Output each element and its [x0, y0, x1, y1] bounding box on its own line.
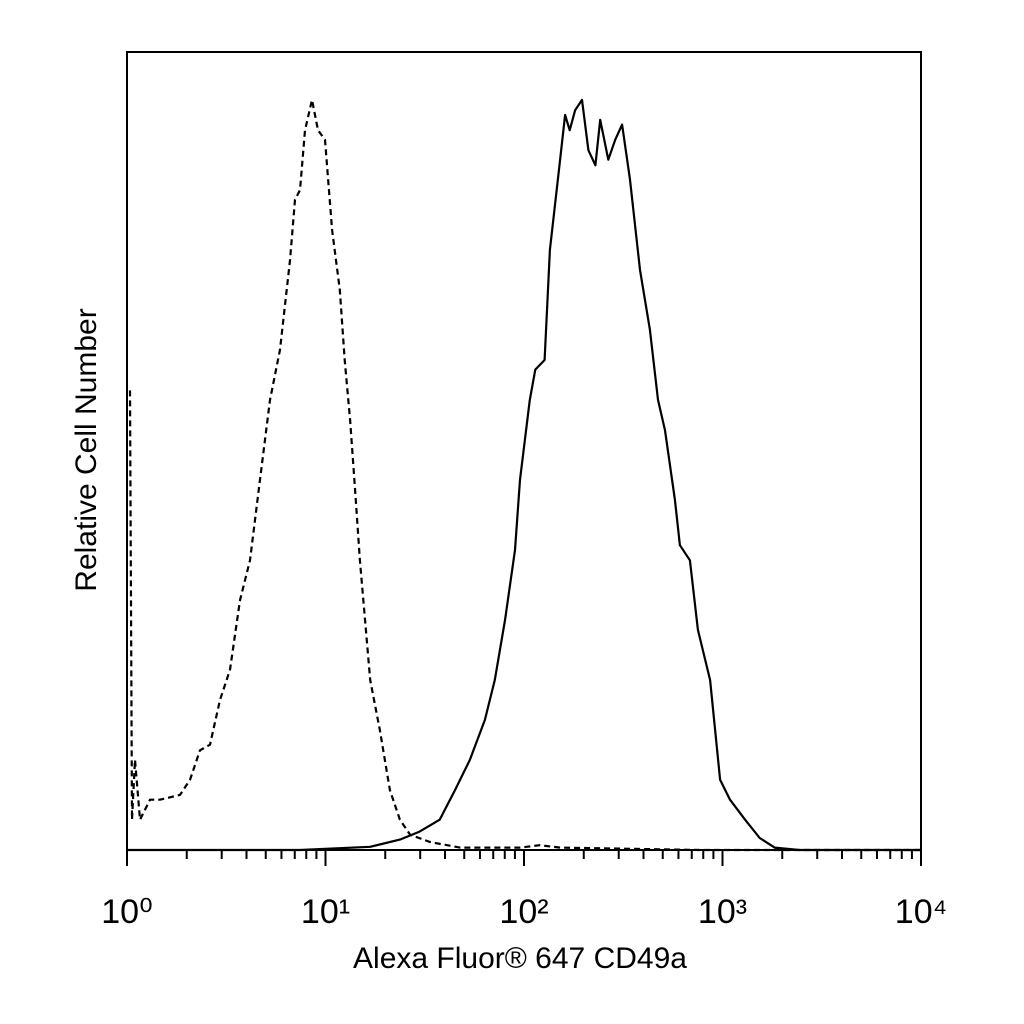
histogram-line	[127, 98, 920, 852]
x-tick-label: 10³	[698, 893, 747, 931]
histogram-line	[128, 98, 920, 852]
x-tick-label: 10¹	[301, 893, 350, 931]
x-tick-label: 10⁴	[895, 893, 947, 931]
x-axis-label: Alexa Fluor® 647 CD49a	[353, 942, 687, 975]
x-tick-label: 10²	[499, 893, 548, 931]
y-axis-label: Relative Cell Number	[70, 308, 103, 591]
x-tick-label: 10⁰	[101, 893, 152, 931]
